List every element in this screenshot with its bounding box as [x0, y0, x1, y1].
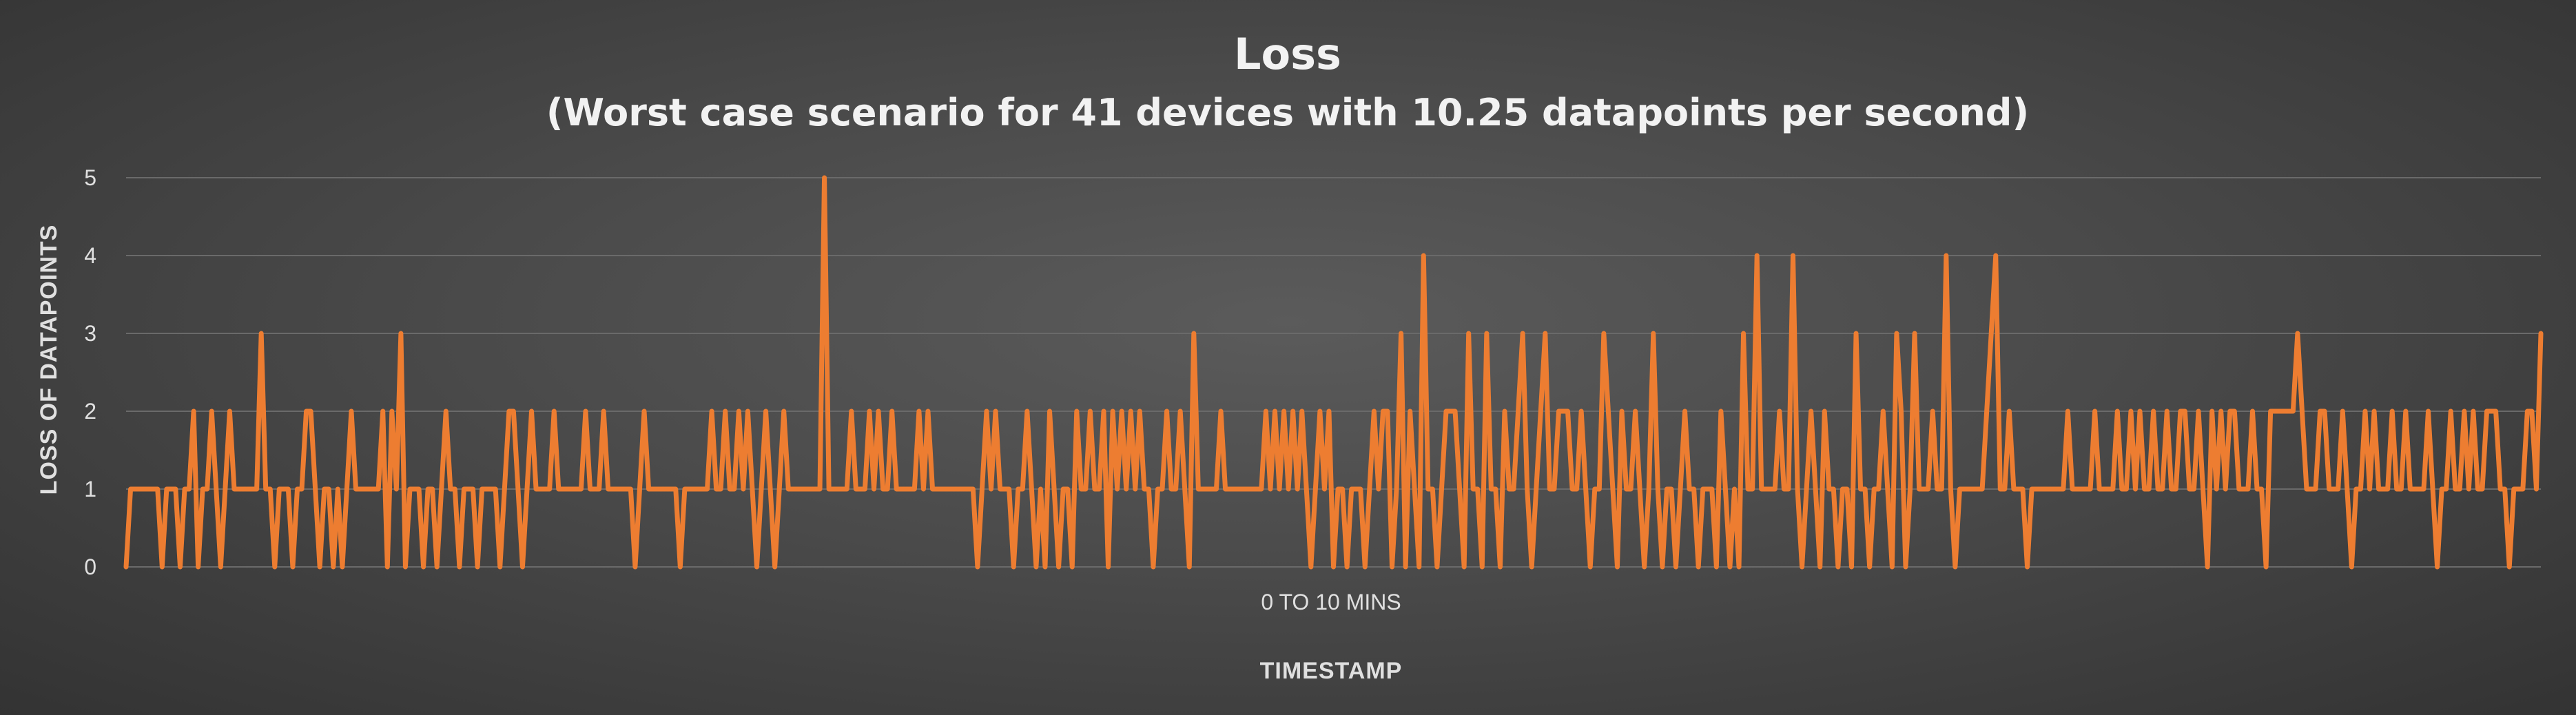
- y-tick-label-3: 3: [84, 321, 96, 346]
- x-axis-title: TIMESTAMP: [1260, 658, 1403, 684]
- y-tick-label-2: 2: [84, 399, 96, 424]
- x-axis-category-label: 0 TO 10 MINS: [1261, 590, 1401, 614]
- y-axis-tick-labels: 0 1 2 3 4 5: [84, 165, 96, 579]
- y-tick-label-1: 1: [84, 477, 96, 501]
- y-tick-label-5: 5: [84, 165, 96, 190]
- chart-subtitle: (Worst case scenario for 41 devices with…: [546, 91, 2029, 134]
- y-axis-title: LOSS OF DATAPOINTS: [36, 225, 62, 495]
- y-tick-label-0: 0: [84, 555, 96, 579]
- chart-title: Loss: [1234, 29, 1341, 79]
- series-line-loss: [123, 175, 2544, 570]
- y-tick-label-4: 4: [84, 243, 96, 268]
